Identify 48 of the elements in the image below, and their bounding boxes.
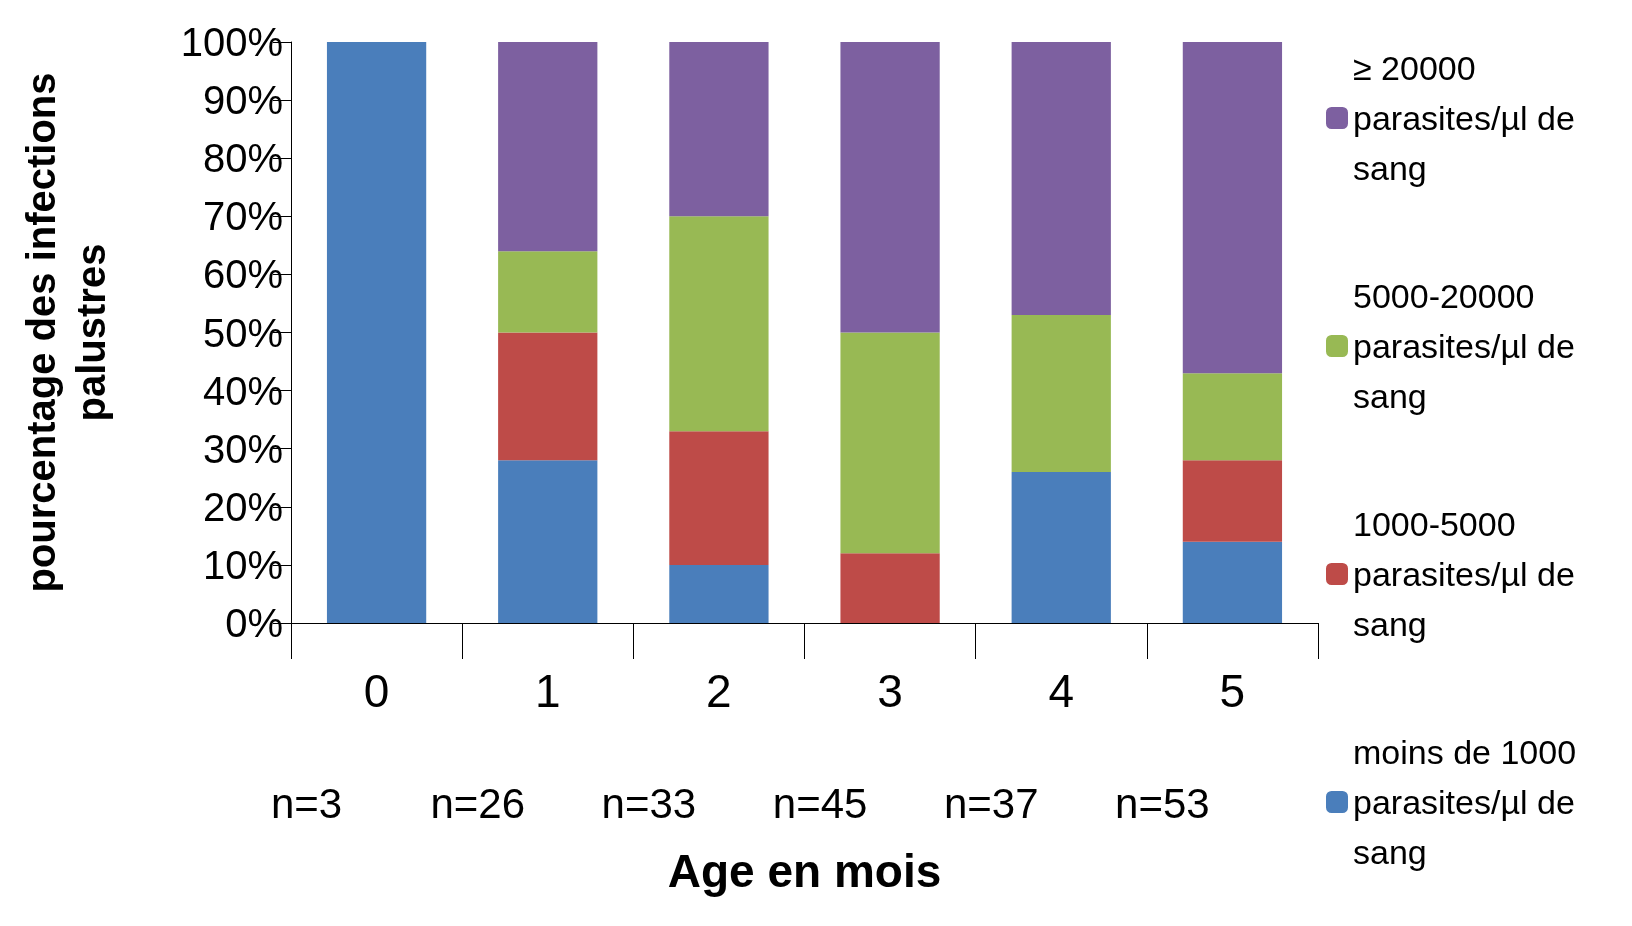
legend-label: ≥ 20000 parasites/µl de sang [1353,49,1585,187]
bar [1182,541,1283,623]
x-tick-label: 0 [363,665,390,717]
bar [840,553,940,623]
bar [1182,460,1283,542]
y-tick-label: 70% [202,194,283,239]
y-tick-label: 100% [180,20,283,64]
text: n=37 [943,779,1039,827]
bar [498,251,598,333]
x-axis-title: Age en mois [667,845,942,897]
bar [1182,42,1283,374]
bar [1011,315,1111,472]
text: n=45 [772,779,868,827]
legend-label: 5000-20000 parasites/µl de sang [1353,277,1585,415]
bar [1182,373,1283,461]
x-tick-label: 5 [1219,665,1246,717]
bar [498,42,598,252]
y-tick-label: 30% [202,426,283,471]
y-tick-label: 10% [202,542,283,587]
y-tick-label: 90% [202,78,283,123]
y-tick-label: 20% [202,484,283,529]
x-tick-label: 3 [877,665,903,717]
bar [498,460,598,623]
bar [669,216,769,432]
y-axis-title: pourcentage des infections palustres [19,72,113,593]
y-tick-label: 0% [225,601,283,645]
x-tick-label: 4 [1048,665,1075,717]
text: n=3 [270,779,343,827]
y-tick-label: 50% [202,310,283,355]
bar [840,332,940,554]
legend-label: 1000-5000 parasites/µl de sang [1353,505,1585,643]
bar [498,332,598,461]
bar [326,42,427,623]
y-tick-label: 60% [202,252,283,297]
bar [669,564,769,623]
text: n=26 [430,779,526,827]
bar [840,42,940,333]
bar [669,431,769,565]
legend-label: moins de 1000 parasites/µl de sang [1353,733,1586,871]
x-tick-label: 1 [534,665,561,717]
bar [669,42,769,217]
bar [1011,471,1111,623]
text: n=53 [1115,779,1210,827]
y-tick-label: 40% [202,368,283,413]
x-tick-label: 2 [706,665,732,717]
y-tick-label: 80% [202,136,283,181]
text: n=33 [601,779,697,827]
bar [1011,42,1111,316]
